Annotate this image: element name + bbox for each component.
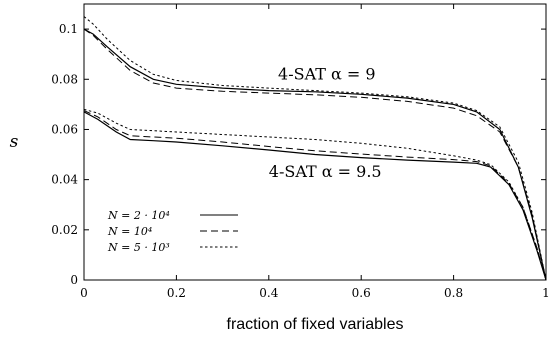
y-tick-label: 0 [70,273,78,287]
y-tick-label: 0.02 [51,223,78,237]
x-tick-label: 1 [542,286,550,300]
series-line [83,111,547,281]
y-tick-label: 0.06 [51,122,78,136]
axis-ticks: 0 0.2 0.4 0.6 0.8 1 0 0.02 0.04 0.06 0.08 0.1 [51,4,550,300]
x-tick-label: 0.8 [444,286,463,300]
annotation: 4-SAT α = 9 [278,64,376,83]
legend-label: N = 5 · 10³ [107,241,170,254]
series-layer [83,16,547,281]
legend: N = 2 · 10⁴ N = 10⁴ N = 5 · 10³ [107,209,238,254]
x-axis-label: fraction of fixed variables [227,316,404,333]
legend-label: N = 2 · 10⁴ [107,209,170,222]
y-axis-label: s [10,132,19,152]
series-line [83,110,547,281]
annotation-layer: 4-SAT α = 9 4-SAT α = 9.5 [269,64,382,181]
series-line [83,28,547,281]
series-line [83,108,547,281]
legend-label: N = 10⁴ [107,225,152,238]
y-tick-label: 0.08 [51,72,78,86]
series-line [83,28,547,281]
y-tick-label: 0.1 [59,22,78,36]
plot-frame [83,3,547,281]
y-tick-label: 0.04 [51,173,78,187]
x-tick-label: 0.4 [259,286,278,300]
x-tick-label: 0.2 [167,286,186,300]
x-tick-label: 0.6 [352,286,371,300]
x-tick-label: 0 [80,286,88,300]
annotation: 4-SAT α = 9.5 [269,162,382,181]
